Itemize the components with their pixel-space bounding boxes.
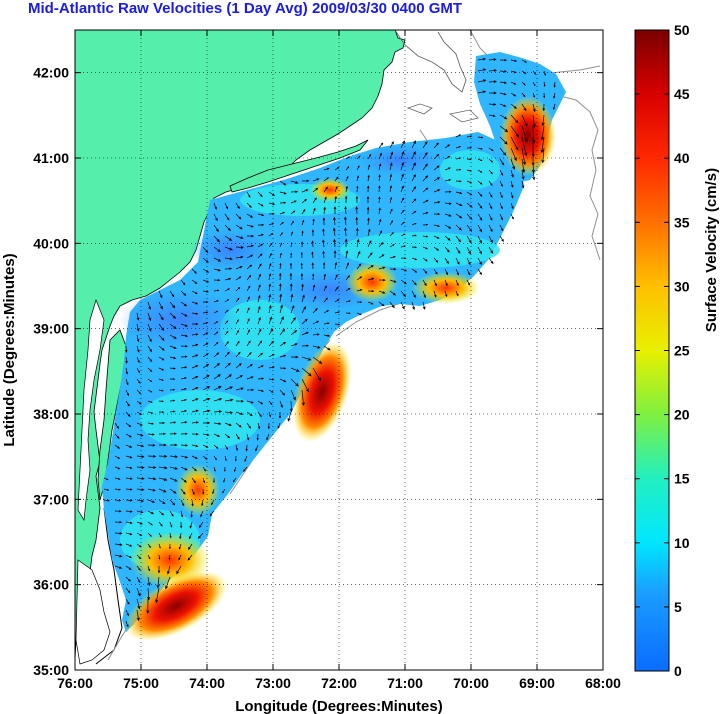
x-tick-label: 72:00 bbox=[321, 675, 357, 691]
chesapeake-bay bbox=[77, 298, 105, 522]
colorbar-tick-label: 15 bbox=[674, 471, 690, 487]
y-tick-label: 35:00 bbox=[33, 662, 69, 678]
colorbar-gradient bbox=[634, 29, 670, 672]
x-tick-label: 70:00 bbox=[453, 675, 489, 691]
land-islands bbox=[406, 103, 479, 123]
land-cape-cod bbox=[394, 30, 467, 93]
colorbar: 0 5 10 15 20 25 30 35 40 45 50 Surface Velocity (c… bbox=[634, 22, 720, 679]
y-tick-label: 39:00 bbox=[33, 321, 69, 337]
colorbar-tick-label: 10 bbox=[674, 535, 690, 551]
velocity-arrows bbox=[103, 57, 556, 628]
x-axis-ticks: 76:00 75:00 74:00 73:00 72:00 71:00 70:00 69:00… bbox=[57, 30, 621, 691]
colorbar-tick-label: 25 bbox=[674, 343, 690, 359]
y-axis-label: Latitude (Degrees:Minutes) bbox=[1, 253, 18, 446]
map-title: Mid-Atlantic Raw Velocities (1 Day Avg) … bbox=[28, 0, 463, 17]
x-tick-label: 69:00 bbox=[519, 675, 555, 691]
x-tick-label: 71:00 bbox=[387, 675, 423, 691]
x-tick-label: 75:00 bbox=[123, 675, 159, 691]
colorbar-tick-label: 30 bbox=[674, 278, 690, 294]
y-tick-label: 36:00 bbox=[33, 577, 69, 593]
velocity-field bbox=[102, 52, 566, 641]
high-velocity-areas bbox=[125, 96, 556, 641]
colorbar-tick-label: 0 bbox=[674, 663, 682, 679]
velocity-vectors bbox=[103, 57, 556, 628]
pamlico-sound bbox=[75, 559, 111, 665]
colorbar-label: Surface Velocity (cm/s) bbox=[703, 168, 720, 332]
x-tick-label: 73:00 bbox=[255, 675, 291, 691]
map-plot-area bbox=[75, 30, 603, 670]
y-tick-label: 37:00 bbox=[33, 491, 69, 507]
y-tick-label: 41:00 bbox=[33, 150, 69, 166]
y-tick-label: 38:00 bbox=[33, 406, 69, 422]
map-grid bbox=[75, 30, 603, 670]
land-long-island bbox=[229, 139, 369, 193]
land-mainland bbox=[75, 30, 406, 661]
colorbar-tick-label: 35 bbox=[674, 214, 690, 230]
x-tick-label: 76:00 bbox=[57, 675, 93, 691]
x-tick-label: 74:00 bbox=[189, 675, 225, 691]
colorbar-tick-label: 5 bbox=[674, 599, 682, 615]
colorbar-tick-label: 20 bbox=[674, 407, 690, 423]
colorbar-tick-label: 40 bbox=[674, 150, 690, 166]
colorbar-tick-label: 45 bbox=[674, 86, 690, 102]
y-tick-label: 40:00 bbox=[33, 235, 69, 251]
moderate-velocity-areas bbox=[120, 150, 500, 570]
colorbar-ticks: 0 5 10 15 20 25 30 35 40 45 50 bbox=[635, 22, 690, 679]
y-axis-ticks: 35:00 36:00 37:00 38:00 39:00 40:00 41:00 42:00 bbox=[33, 65, 603, 678]
x-tick-label: 68:00 bbox=[585, 675, 621, 691]
x-axis-label: Longitude (Degrees:Minutes) bbox=[235, 698, 443, 714]
colorbar-tick-label: 50 bbox=[674, 22, 690, 38]
y-tick-label: 42:00 bbox=[33, 65, 69, 81]
